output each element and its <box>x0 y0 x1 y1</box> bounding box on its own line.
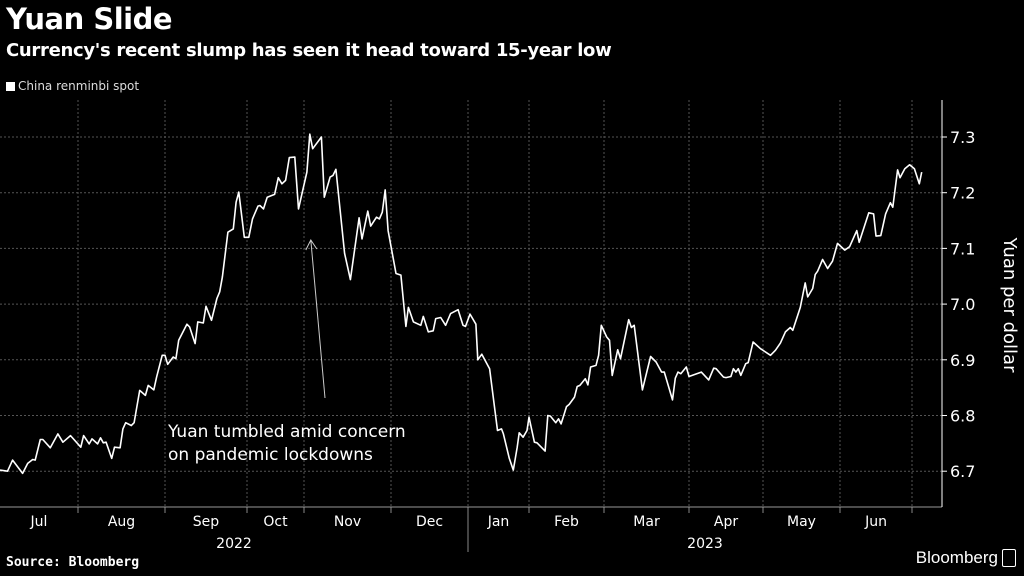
x-tick-label: Dec <box>416 514 443 530</box>
x-tick-label: Aug <box>108 514 135 530</box>
y-tick-label: 6.8 <box>950 407 975 426</box>
legend-label: China renminbi spot <box>18 79 140 93</box>
x-tick-label: Sep <box>193 514 220 530</box>
x-tick-label: Jun <box>864 514 887 530</box>
x-tick-label: Mar <box>633 514 660 530</box>
x-tick-label: Jan <box>487 514 510 530</box>
x-tick-label: Jul <box>30 514 48 530</box>
source-note: Source: Bloomberg <box>6 555 140 570</box>
bloomberg-mark-icon <box>1002 549 1016 567</box>
chart-title: Yuan Slide <box>6 2 173 36</box>
x-tick-label: Feb <box>554 514 579 530</box>
legend: China renminbi spot <box>6 79 139 93</box>
y-axis-label: Yuan per dollar <box>999 237 1020 374</box>
bloomberg-logo: Bloomberg <box>916 548 1016 568</box>
grid <box>0 100 942 507</box>
annotation: Yuan tumbled amid concern on pandemic loc… <box>167 239 406 465</box>
y-tick-label: 7.3 <box>950 128 975 147</box>
y-tick-label: 7.2 <box>950 184 975 203</box>
logo-text: Bloomberg <box>915 548 998 567</box>
year-label: 2022 <box>216 536 252 552</box>
x-tick-label: Nov <box>334 514 361 530</box>
annotation-arrowhead-icon <box>305 239 318 251</box>
annotation-text: on pandemic lockdowns <box>168 445 373 465</box>
x-tick-label: Oct <box>263 514 288 530</box>
y-tick-label: 7.1 <box>950 239 975 258</box>
y-tick-label: 6.7 <box>950 462 975 481</box>
year-label: 2023 <box>687 536 723 552</box>
axes: 6.7 6.8 6.9 7.0 7.1 7.2 7.3 Jul Aug Sep Oct Nov Dec J… <box>0 100 1020 552</box>
series-line-china-renminbi-spot <box>0 133 923 475</box>
annotation-arrow <box>310 239 326 399</box>
chart-subtitle: Currency's recent slump has seen it head… <box>6 40 612 61</box>
y-tick-label: 6.9 <box>950 351 975 370</box>
y-tick-label: 7.0 <box>950 295 975 314</box>
series <box>0 133 923 475</box>
x-tick-label: May <box>787 514 816 530</box>
legend-swatch <box>6 81 15 91</box>
x-tick-label: Apr <box>714 514 738 530</box>
annotation-text: Yuan tumbled amid concern <box>167 422 406 442</box>
